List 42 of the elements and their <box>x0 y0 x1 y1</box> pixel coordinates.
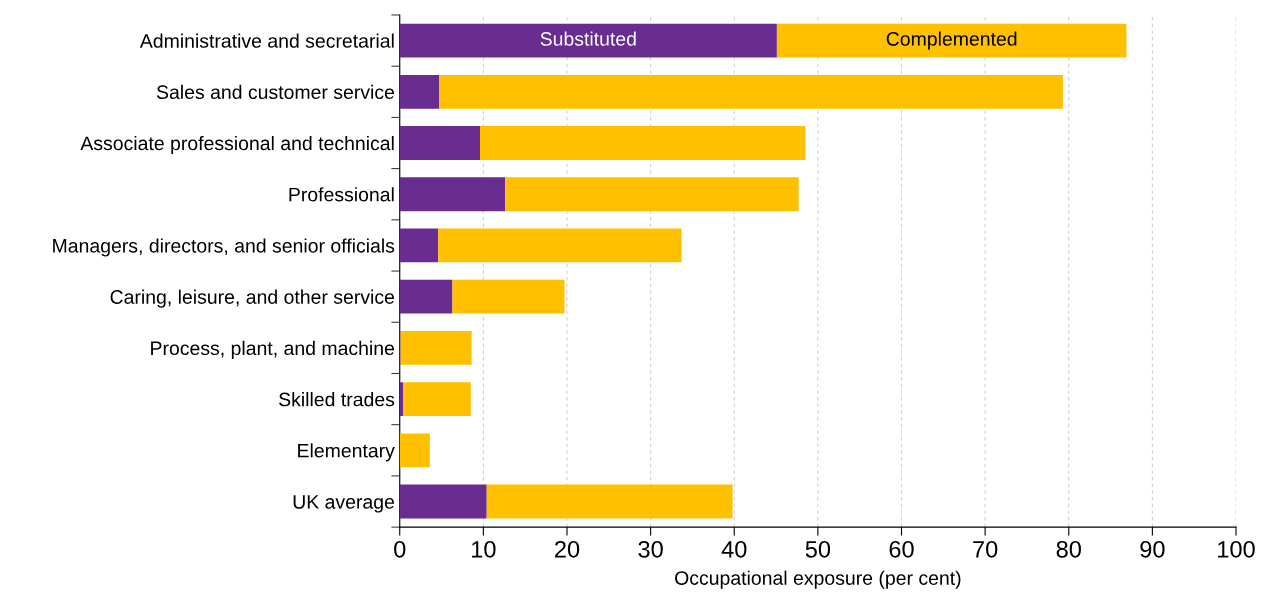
bar <box>400 330 472 365</box>
y-tick-label: Administrative and secretarial <box>139 33 394 48</box>
x-tick-label: 30 <box>638 540 663 558</box>
x-tick-label: 100 <box>1218 540 1255 558</box>
x-axis-title: Occupational exposure (per cent) <box>675 570 961 589</box>
y-tick-label: Associate professional and technical <box>80 135 394 155</box>
bar <box>486 484 733 519</box>
bar <box>399 74 440 109</box>
x-tick-label: 50 <box>805 540 831 558</box>
bar <box>399 23 777 58</box>
bar <box>399 228 439 263</box>
x-tick-label: 90 <box>1140 540 1165 558</box>
bar <box>439 74 1063 109</box>
y-tick-label: Caring, leisure, and other service <box>110 289 395 308</box>
bar <box>399 177 506 212</box>
bar <box>403 382 471 416</box>
x-tick-label: 60 <box>889 540 914 558</box>
bar <box>399 433 430 468</box>
y-tick-label: Process, plant, and machine <box>151 340 395 359</box>
bar <box>438 228 682 263</box>
bar <box>776 23 1127 58</box>
x-tick-label: 20 <box>555 540 580 558</box>
y-tick-label: Managers, directors, and senior officials <box>53 238 395 257</box>
bar <box>480 126 806 160</box>
x-tick-label: 40 <box>721 540 747 558</box>
bar <box>505 177 799 212</box>
x-tick-label: 80 <box>1056 540 1081 558</box>
x-tick-label: 0 <box>394 540 406 558</box>
bar <box>399 279 453 314</box>
series-label: Substituted <box>540 31 636 46</box>
bar <box>452 279 565 314</box>
y-tick-label: Sales and customer service <box>156 84 395 100</box>
y-tick-label: Professional <box>289 187 394 202</box>
bar <box>399 382 404 416</box>
bar <box>399 484 487 519</box>
x-tick-label: 70 <box>973 540 998 558</box>
y-tick-label: Skilled trades <box>279 392 395 407</box>
x-tick-label: 10 <box>472 540 496 558</box>
y-tick-label: Elementary <box>298 443 395 462</box>
bar <box>399 126 481 160</box>
y-tick-label: UK average <box>293 495 395 513</box>
series-label: Complemented <box>886 31 1017 50</box>
